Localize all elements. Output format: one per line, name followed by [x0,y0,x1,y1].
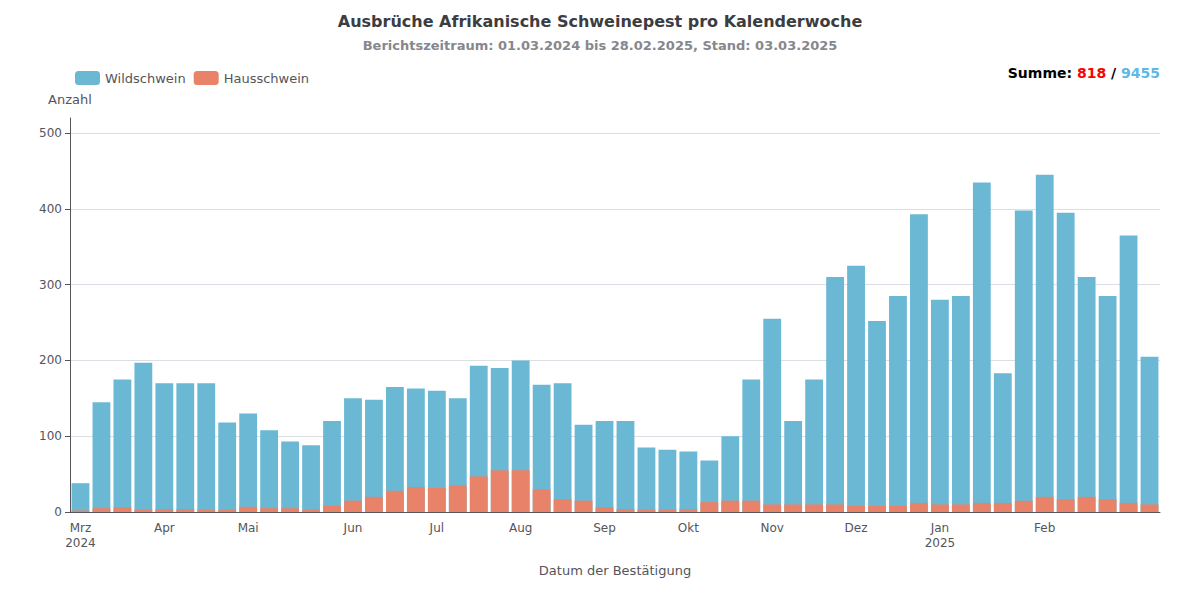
svg-text:400: 400 [39,202,62,216]
svg-text:Jan: Jan [930,521,950,535]
svg-text:200: 200 [39,353,62,367]
svg-text:Hausschwein: Hausschwein [224,71,309,86]
svg-text:Berichtszeitraum: 01.03.2024 b: Berichtszeitraum: 01.03.2024 bis 28.02.2… [363,38,838,53]
svg-text:Dez: Dez [845,521,868,535]
svg-text:818: 818 [1077,65,1106,81]
svg-text:Datum der Bestätigung: Datum der Bestätigung [539,563,691,578]
svg-text:Summe:: Summe: [1008,65,1072,81]
svg-text:Anzahl: Anzahl [48,92,92,107]
svg-text:500: 500 [39,126,62,140]
svg-text:Ausbrüche Afrikanische Schwein: Ausbrüche Afrikanische Schweinepest pro … [338,12,863,31]
svg-text:Mai: Mai [238,521,259,535]
svg-text:Apr: Apr [154,521,175,535]
svg-text:2024: 2024 [65,536,96,550]
svg-text:Nov: Nov [761,521,784,535]
svg-text:Feb: Feb [1034,521,1055,535]
svg-text:Okt: Okt [678,521,699,535]
svg-text:Sep: Sep [593,521,616,535]
svg-text:Jul: Jul [429,521,444,535]
svg-text:Mrz: Mrz [70,521,92,535]
svg-text:2025: 2025 [925,536,956,550]
svg-text:300: 300 [39,278,62,292]
svg-text:Aug: Aug [509,521,532,535]
svg-text:Wildschwein: Wildschwein [105,71,186,86]
svg-text:Jun: Jun [343,521,363,535]
svg-text:100: 100 [39,429,62,443]
svg-text:9455: 9455 [1121,65,1160,81]
svg-text:0: 0 [54,505,62,519]
